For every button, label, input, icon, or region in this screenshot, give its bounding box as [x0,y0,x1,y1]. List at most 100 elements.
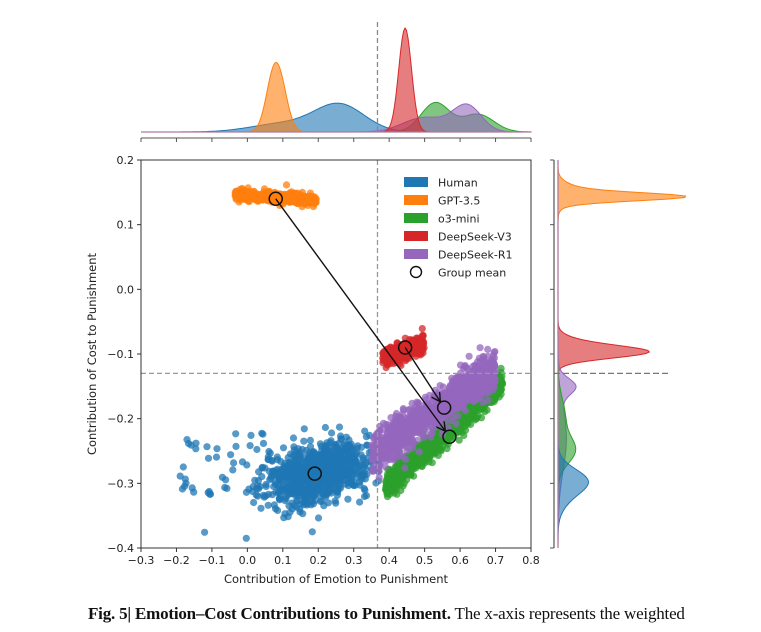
gpt35-point [254,193,262,201]
human-point [333,444,341,452]
human-point [253,445,261,454]
o3-mini-point [455,436,463,444]
human-point [264,501,272,509]
human-point [205,487,213,496]
human-point [291,484,299,492]
human-point [232,442,240,450]
human-point [286,459,294,467]
deepseek-r1-point [397,440,405,448]
human-point [179,463,187,471]
x-tick-label: 0.1 [274,554,292,567]
human-point [242,534,250,542]
deepseek-v3-point [418,325,426,333]
human-point [291,491,299,499]
human-point [330,484,339,493]
human-point [344,467,352,475]
deepseek-r1-point [453,384,461,392]
human-point [246,442,254,450]
human-point [310,448,318,456]
human-point [281,510,289,518]
gpt35-point [305,196,314,205]
human-point [315,451,323,459]
human-point [307,501,315,509]
o3-mini-point [393,466,401,474]
human-point [351,459,359,467]
human-point [325,472,334,481]
deepseek-r1-point [459,404,468,412]
human-point [348,472,356,480]
deepseek-r1-point [403,440,411,448]
human-point [262,492,270,500]
deepseek-r1-point [398,452,406,460]
group-mean-gpt-3.5 [268,191,283,207]
caption-text: The x-axis represents the weighted [450,604,685,623]
deepseek-r1-point [383,452,391,460]
o3-mini-point [428,459,436,467]
mean-arrows [275,198,446,431]
human-point [270,482,278,491]
figure-caption: Fig. 5| Emotion–Cost Contributions to Pu… [88,604,748,624]
human-point [265,467,273,475]
o3-mini-point [427,443,435,451]
deepseek-r1-point [465,352,473,360]
o3-mini-point [397,474,405,482]
human-point [250,498,258,507]
human-point [331,497,339,505]
legend-label-gpt-3.5: GPT-3.5 [438,195,480,208]
human-point [300,501,308,509]
right-marginal-kde [557,160,687,548]
human-point [336,482,344,490]
legend-label-human: Human [438,177,478,190]
gpt35-point [298,198,306,206]
human-point [289,434,298,442]
arrow-gpt-3.5-to-o3-mini [275,198,446,431]
gpt35-point [244,184,252,192]
top-marginal-kde [141,26,532,133]
human-point [319,477,328,485]
deepseek-r1-point [484,345,492,353]
human-point [357,451,365,459]
human-point [292,473,300,481]
x-tick-label: 0.8 [522,554,540,567]
legend-label-group-mean: Group mean [438,267,506,280]
y-axis-label: Contribution of Cost to Punishment [85,252,99,455]
deepseek-r1-point [456,361,465,369]
x-tick-label: 0.2 [310,554,328,567]
human-point [302,446,310,454]
legend-swatch-deepseek-v3 [404,231,428,241]
deepseek-r1-point [371,445,379,453]
deepseek-r1-point [436,382,444,390]
deepseek-r1-point [463,364,471,372]
deepseek-r1-point [478,384,486,393]
x-tick-label: 0.3 [345,554,363,567]
deepseek-r1-point [416,411,424,419]
human-point [242,488,250,496]
deepseek-r1-point [381,463,389,471]
deepseek-v3-point [380,352,388,360]
gpt35-point [282,181,291,189]
deepseek-r1-point [447,417,455,425]
human-point [252,491,260,499]
human-point [318,489,326,498]
human-point [259,439,268,447]
o3-mini-point [383,474,391,483]
human-point [333,469,341,477]
deepseek-r1-point [410,406,418,414]
human-point [176,472,184,480]
human-point [356,481,364,489]
human-point [300,425,308,433]
y-tick-label: −0.1 [107,348,134,361]
human-point [243,461,251,469]
o3-mini-point [391,483,399,491]
human-point [203,443,211,451]
gpt35-point [286,195,294,203]
deepseek-r1-point [486,383,494,391]
human-point [362,433,370,441]
human-point [314,514,323,522]
human-point [342,433,350,441]
human-point [259,430,267,438]
human-point [247,431,255,439]
human-point [223,484,231,492]
x-tick-label: 0.0 [239,554,257,567]
human-point [320,483,328,491]
